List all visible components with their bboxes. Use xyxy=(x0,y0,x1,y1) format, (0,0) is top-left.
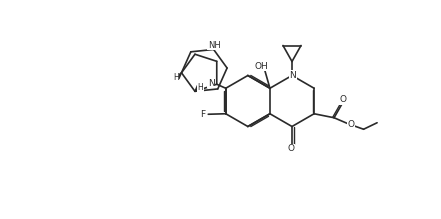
Text: OH: OH xyxy=(254,62,268,71)
Text: H: H xyxy=(173,73,179,82)
Polygon shape xyxy=(195,85,200,91)
Text: O: O xyxy=(288,144,295,153)
Text: F: F xyxy=(200,110,206,119)
Text: NH: NH xyxy=(208,41,220,50)
Text: N: N xyxy=(290,71,296,80)
Text: H: H xyxy=(198,83,203,92)
Polygon shape xyxy=(176,73,182,79)
Text: N: N xyxy=(208,79,215,88)
Text: O: O xyxy=(348,120,355,129)
Text: O: O xyxy=(339,95,346,104)
